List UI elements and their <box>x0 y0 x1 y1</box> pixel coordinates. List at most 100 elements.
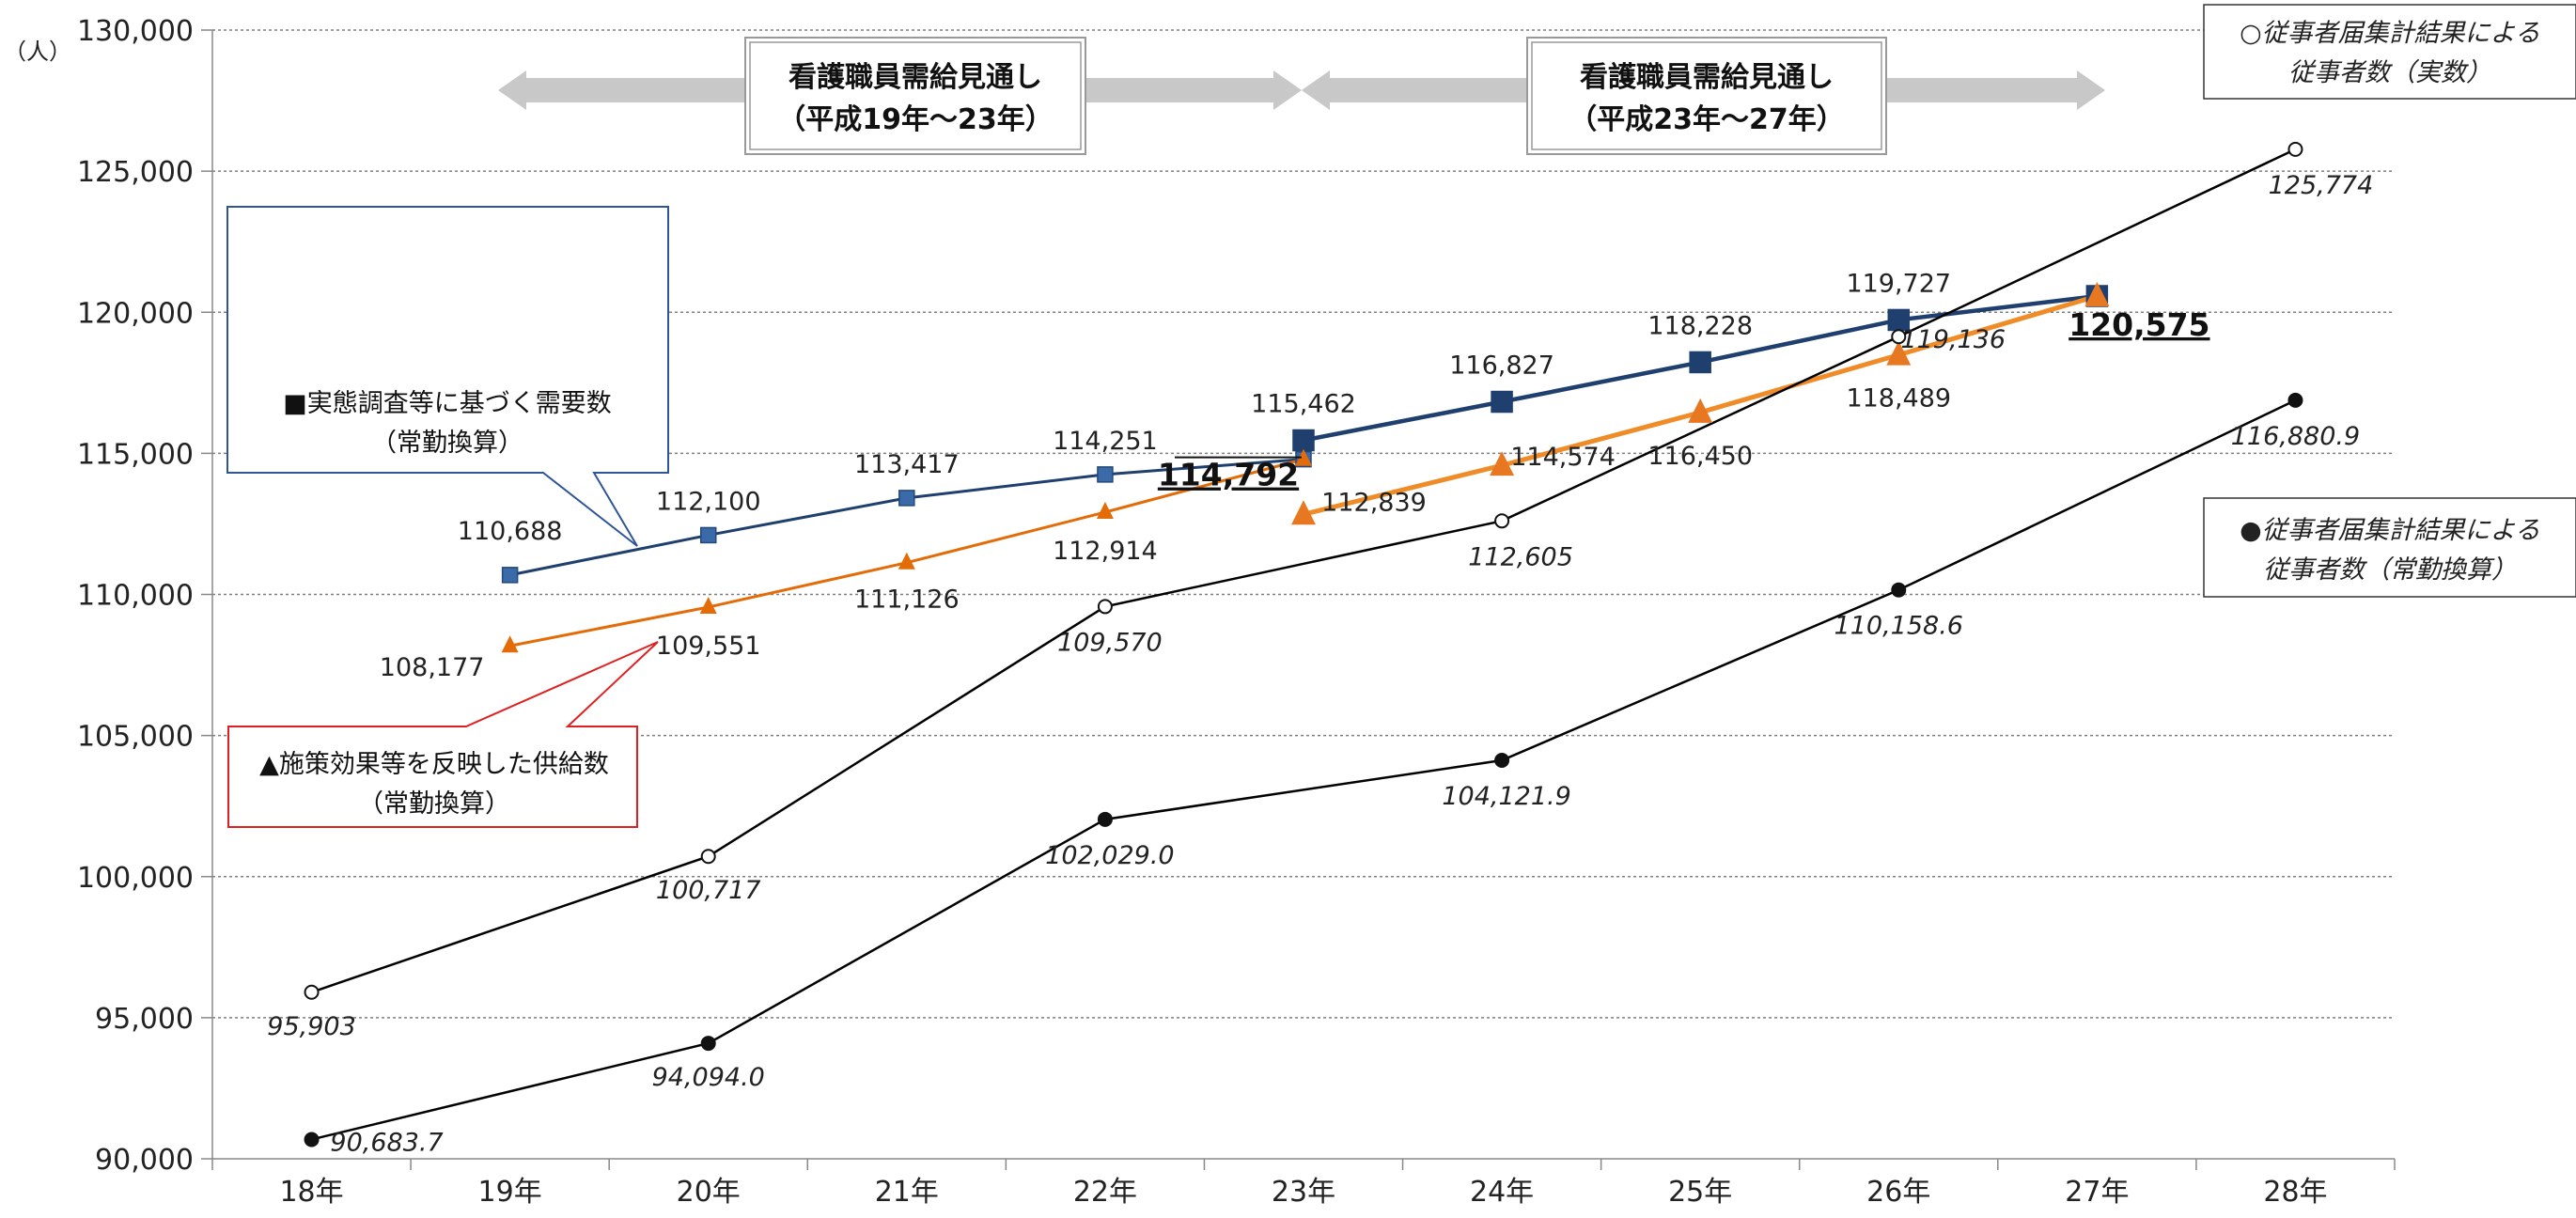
data-label-demand2: 115,462 <box>1251 390 1356 419</box>
point-fte <box>1494 752 1510 768</box>
data-label-actual: 119,136 <box>1900 325 2006 354</box>
y-tick-label: 90,000 <box>95 1144 194 1177</box>
legend-text-fte: ●従事者届集計結果による従事者数（常勤換算） <box>2240 516 2540 585</box>
period-box-inner <box>1531 41 1882 150</box>
data-label-fte: 102,029.0 <box>1045 841 1174 870</box>
point-actual <box>304 984 320 1000</box>
series-line-actual <box>311 148 2296 993</box>
x-tick-label: 26年 <box>1866 1176 1930 1209</box>
point-demand2 <box>1491 390 1513 414</box>
y-tick-label: 100,000 <box>77 862 194 895</box>
data-label-demand: 114,792 <box>1158 457 1299 493</box>
data-label-supply: 108,177 <box>380 653 485 682</box>
legend-text-supply: ▲施策効果等を反映した供給数（常勤換算） <box>259 750 609 819</box>
x-tick-label: 22年 <box>1073 1176 1137 1209</box>
data-label-actual: 125,774 <box>2269 171 2374 200</box>
point-actual <box>700 849 716 865</box>
y-tick-label: 120,000 <box>77 297 194 330</box>
data-label-supply2: 116,450 <box>1647 442 1753 471</box>
point-actual <box>1494 513 1510 529</box>
point-fte <box>1891 582 1907 598</box>
point-fte <box>2287 392 2303 408</box>
data-label-fte: 104,121.9 <box>1442 782 1570 811</box>
data-label-actual: 100,717 <box>656 876 761 905</box>
point-actual <box>1891 329 1907 345</box>
data-label-supply: 112,914 <box>1053 537 1158 566</box>
period-box-inner <box>749 41 1082 150</box>
data-label-actual: 95,903 <box>267 1012 355 1041</box>
data-label-demand: 110,688 <box>458 517 563 546</box>
legend-box-actual <box>2203 4 2576 100</box>
point-actual <box>2287 141 2303 157</box>
point-supply <box>1096 502 1114 520</box>
point-demand <box>501 567 519 584</box>
y-tick-label: 125,000 <box>77 156 194 189</box>
data-label-fte: 110,158.6 <box>1834 612 1963 641</box>
data-label-demand2: 118,228 <box>1647 311 1753 340</box>
data-label-supply: 109,551 <box>656 632 761 661</box>
y-unit-label: （人） <box>4 39 71 65</box>
point-demand2 <box>1689 351 1711 374</box>
x-tick-label: 25年 <box>1668 1176 1732 1209</box>
period-label: 看護職員需給見通し（平成19年～23年） <box>777 61 1054 136</box>
y-tick-label: 130,000 <box>77 15 194 48</box>
axes: 90,000 95,000 100,000 105,000 110,000 115,000… <box>4 15 2396 1209</box>
data-label-supply2: 112,839 <box>1321 488 1427 517</box>
x-tick-label: 20年 <box>677 1176 741 1209</box>
point-supply2 <box>1291 500 1316 525</box>
point-demand2 <box>1292 429 1315 452</box>
point-supply2 <box>1886 340 1912 366</box>
series-line-fte <box>311 398 2296 1141</box>
data-label-demand2: 119,727 <box>1846 269 1951 298</box>
data-label-fte: 94,094.0 <box>652 1063 765 1092</box>
point-supply <box>898 552 915 570</box>
legend-text-actual: ○従事者届集計結果による従事者数（実数） <box>2240 19 2540 87</box>
point-supply <box>1295 448 1312 466</box>
legend-boxes: ■実態調査等に基づく需要数（常勤換算） ▲施策効果等を反映した供給数（常勤換算） ○… <box>226 4 2576 828</box>
data-label-demand: 113,417 <box>854 450 960 479</box>
data-label-fte: 116,880.9 <box>2231 422 2360 451</box>
y-tick-label: 105,000 <box>77 721 194 754</box>
legend-text-demand: ■実態調査等に基づく需要数（常勤換算） <box>283 389 612 458</box>
x-tick-label: 18年 <box>279 1176 343 1209</box>
data-label-actual: 112,605 <box>1468 542 1573 571</box>
point-demand <box>699 526 717 544</box>
x-tick-label: 23年 <box>1272 1176 1335 1209</box>
x-tick-label: 24年 <box>1470 1176 1534 1209</box>
data-label-supply2: 118,489 <box>1846 384 1951 414</box>
data-label-supply: 111,126 <box>854 586 960 615</box>
point-actual <box>1097 599 1113 615</box>
data-label-demand: 114,251 <box>1053 427 1158 456</box>
point-fte <box>304 1132 320 1148</box>
point-supply2 <box>2084 281 2110 306</box>
y-tick-label: 115,000 <box>77 438 194 471</box>
legend-callout-demand-fill <box>231 372 664 471</box>
point-supply2 <box>1490 451 1515 476</box>
point-demand <box>1097 466 1114 483</box>
x-tick-label: 21年 <box>875 1176 939 1209</box>
data-label-actual: 109,570 <box>1057 628 1163 657</box>
legend-box-fte <box>2203 497 2576 598</box>
y-tick-label: 110,000 <box>77 580 194 613</box>
point-fte <box>1097 811 1113 827</box>
period-arrows: 看護職員需給見通し（平成19年～23年） 看護職員需給見通し（平成23年～27年） <box>498 37 2105 155</box>
data-label-demand: 112,100 <box>656 487 761 516</box>
legend-callout-supply <box>227 641 659 828</box>
point-demand <box>898 490 915 507</box>
point-supply <box>501 635 519 653</box>
data-label-fte: 90,683.7 <box>330 1128 443 1157</box>
x-tick-label: 27年 <box>2065 1176 2129 1209</box>
y-tick-label: 95,000 <box>95 1003 194 1036</box>
period-label: 看護職員需給見通し（平成23年～27年） <box>1569 61 1845 136</box>
x-tick-label: 19年 <box>478 1176 542 1209</box>
data-label-demand2: 120,575 <box>2069 306 2209 343</box>
x-tick-label: 28年 <box>2263 1176 2327 1209</box>
data-label-supply2: 114,574 <box>1510 443 1616 472</box>
data-label-demand2: 116,827 <box>1449 351 1554 381</box>
point-fte <box>700 1036 716 1052</box>
point-supply2 <box>1688 398 1713 423</box>
point-supply <box>699 596 717 614</box>
series-lines <box>304 141 2303 1148</box>
